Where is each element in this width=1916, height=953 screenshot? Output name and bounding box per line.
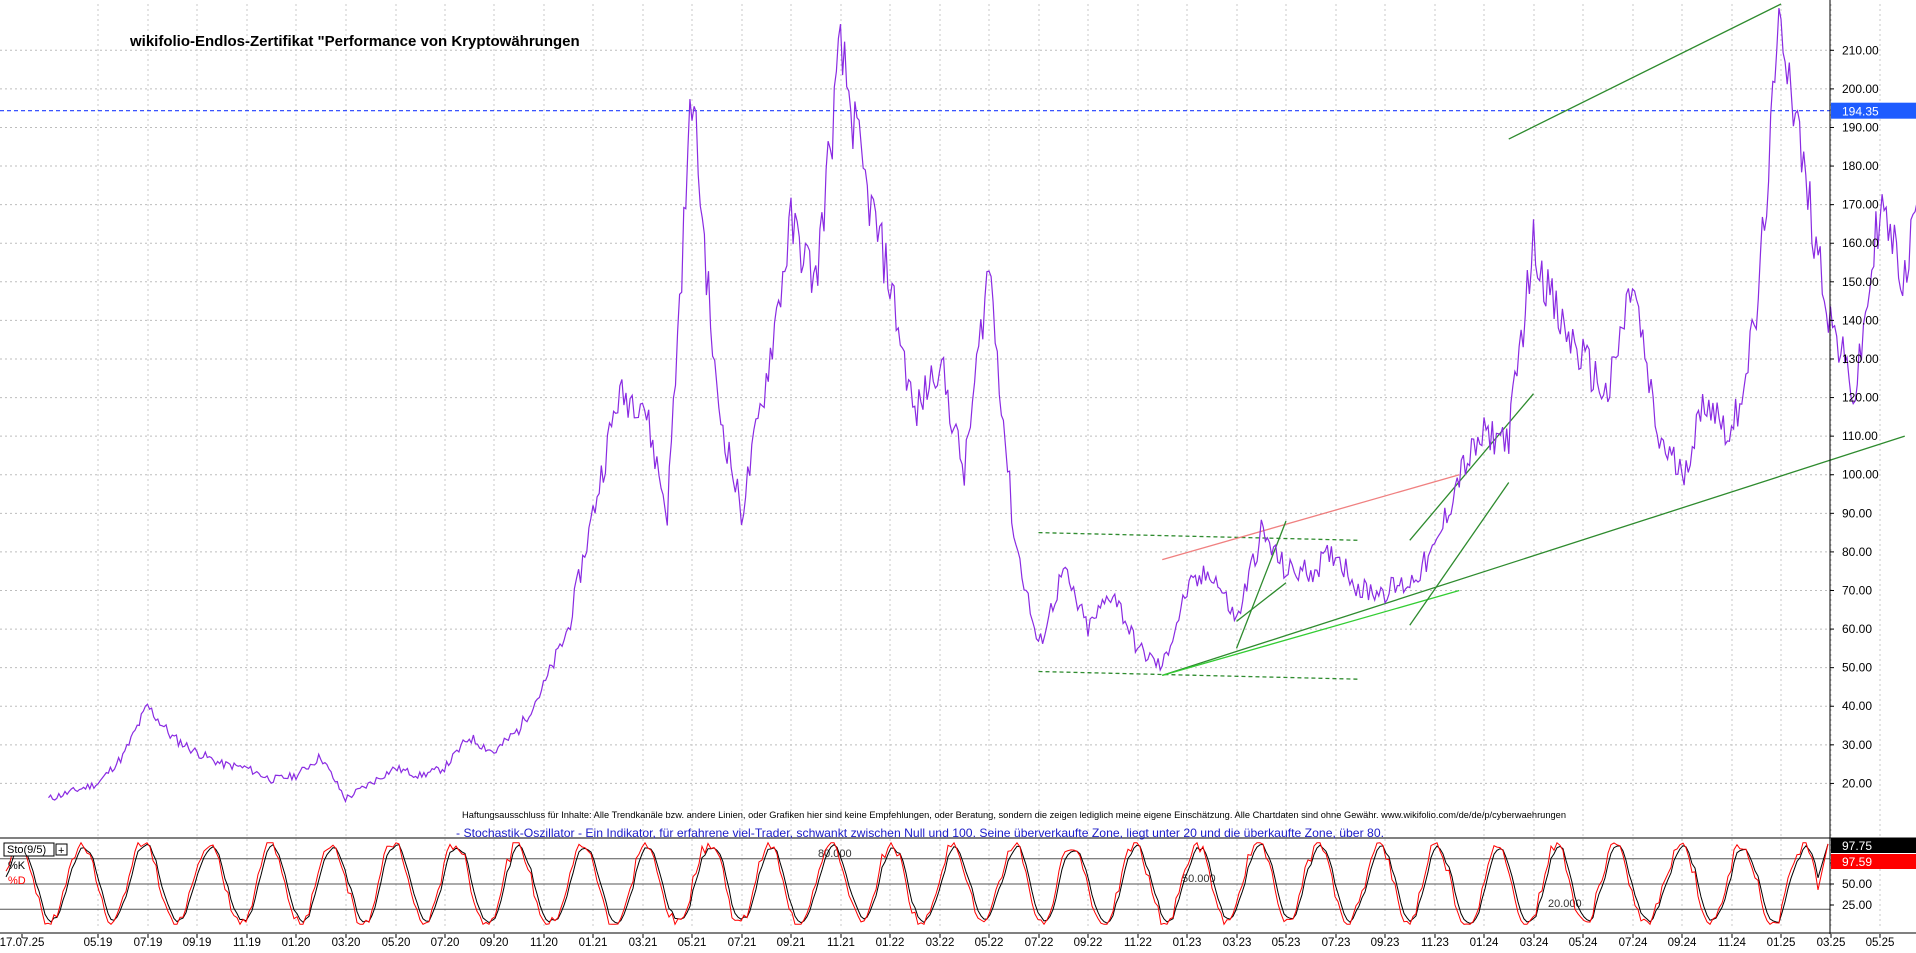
- x-tick-label: 11.23: [1421, 937, 1449, 948]
- disclaimer-text: Haftungsausschluss für Inhalte: Alle Tre…: [462, 810, 1566, 821]
- y-tick-label: 80.00: [1842, 545, 1872, 559]
- y-tick-label: 180.00: [1842, 159, 1879, 173]
- x-tick-label: 07.24: [1619, 937, 1648, 948]
- osc-name: Sto(9/5): [7, 844, 46, 856]
- expand-icon-glyph: +: [58, 845, 64, 857]
- osc-level-label: 20.000: [1548, 898, 1582, 910]
- x-tick-label: 03.21: [629, 937, 658, 948]
- x-tick-label: 01.21: [579, 937, 608, 948]
- osc-d-value: 97.59: [1842, 855, 1872, 869]
- y-tick-label: 150.00: [1842, 275, 1879, 289]
- x-tick-label: 07.21: [728, 937, 757, 948]
- x-tick-label: 11.19: [233, 937, 261, 948]
- x-tick-label: 01.23: [1173, 937, 1202, 948]
- x-tick-label: 07.22: [1025, 937, 1054, 948]
- y-tick-label: 20.00: [1842, 776, 1872, 790]
- x-tick-label: 07.23: [1322, 937, 1351, 948]
- x-tick-label: 03.25: [1817, 937, 1846, 948]
- x-tick-label: 03.24: [1520, 937, 1549, 948]
- y-tick-label: 50.00: [1842, 661, 1872, 675]
- chart-title: wikifolio-Endlos-Zertifikat "Performance…: [129, 33, 580, 50]
- x-tick-label: 09.24: [1668, 937, 1697, 948]
- x-tick-label: 05.20: [382, 937, 411, 948]
- y-tick-label: 120.00: [1842, 391, 1879, 405]
- x-tick-label: 17.07.25: [0, 937, 44, 948]
- osc-y-tick-label: 50.00: [1842, 877, 1872, 891]
- x-tick-label: 01.22: [876, 937, 905, 948]
- x-tick-label: 09.22: [1074, 937, 1103, 948]
- osc-k-legend: %K: [8, 860, 26, 872]
- y-tick-label: 200.00: [1842, 82, 1879, 96]
- x-tick-label: 03.20: [332, 937, 361, 948]
- x-tick-label: 05.21: [678, 937, 707, 948]
- osc-y-tick-label: 25.00: [1842, 898, 1872, 912]
- x-tick-label: 11.22: [1124, 937, 1152, 948]
- y-tick-label: 60.00: [1842, 622, 1872, 636]
- x-tick-label: 07.20: [431, 937, 460, 948]
- y-tick-label: 210.00: [1842, 43, 1879, 57]
- x-tick-label: 01.20: [282, 937, 311, 948]
- x-tick-label: 05.19: [84, 937, 113, 948]
- x-tick-label: 11.20: [530, 937, 558, 948]
- x-tick-label: 03.23: [1223, 937, 1252, 948]
- x-tick-label: 09.19: [183, 937, 212, 948]
- x-tick-label: 05.25: [1866, 937, 1895, 948]
- x-tick-label: 11.21: [827, 937, 855, 948]
- x-tick-label: 11.24: [1718, 937, 1747, 948]
- osc-d-legend: %D: [8, 875, 26, 887]
- x-tick-label: 05.23: [1272, 937, 1301, 948]
- y-tick-label: 170.00: [1842, 198, 1879, 212]
- x-tick-label: 07.19: [134, 937, 163, 948]
- x-tick-label: 01.25: [1767, 937, 1796, 948]
- x-tick-label: 09.21: [777, 937, 806, 948]
- x-tick-label: 05.22: [975, 937, 1004, 948]
- y-tick-label: 110.00: [1842, 429, 1878, 443]
- y-tick-label: 40.00: [1842, 699, 1872, 713]
- osc-k-value: 97.75: [1842, 839, 1872, 853]
- x-tick-label: 05.24: [1569, 937, 1598, 948]
- y-tick-label: 140.00: [1842, 313, 1879, 327]
- y-tick-label: 160.00: [1842, 236, 1879, 250]
- last-price-label: 194.35: [1842, 105, 1879, 119]
- x-tick-label: 03.22: [926, 937, 955, 948]
- indicator-note: - Stochastik-Oszillator - Ein Indikator,…: [456, 826, 1384, 840]
- y-tick-label: 100.00: [1842, 468, 1879, 482]
- y-tick-label: 70.00: [1842, 583, 1872, 597]
- y-tick-label: 130.00: [1842, 352, 1879, 366]
- y-tick-label: 190.00: [1842, 120, 1879, 134]
- x-tick-label: 09.23: [1371, 937, 1400, 948]
- y-tick-label: 30.00: [1842, 738, 1872, 752]
- x-tick-label: 09.20: [480, 937, 509, 948]
- y-tick-label: 90.00: [1842, 506, 1872, 520]
- x-tick-label: 01.24: [1470, 937, 1499, 948]
